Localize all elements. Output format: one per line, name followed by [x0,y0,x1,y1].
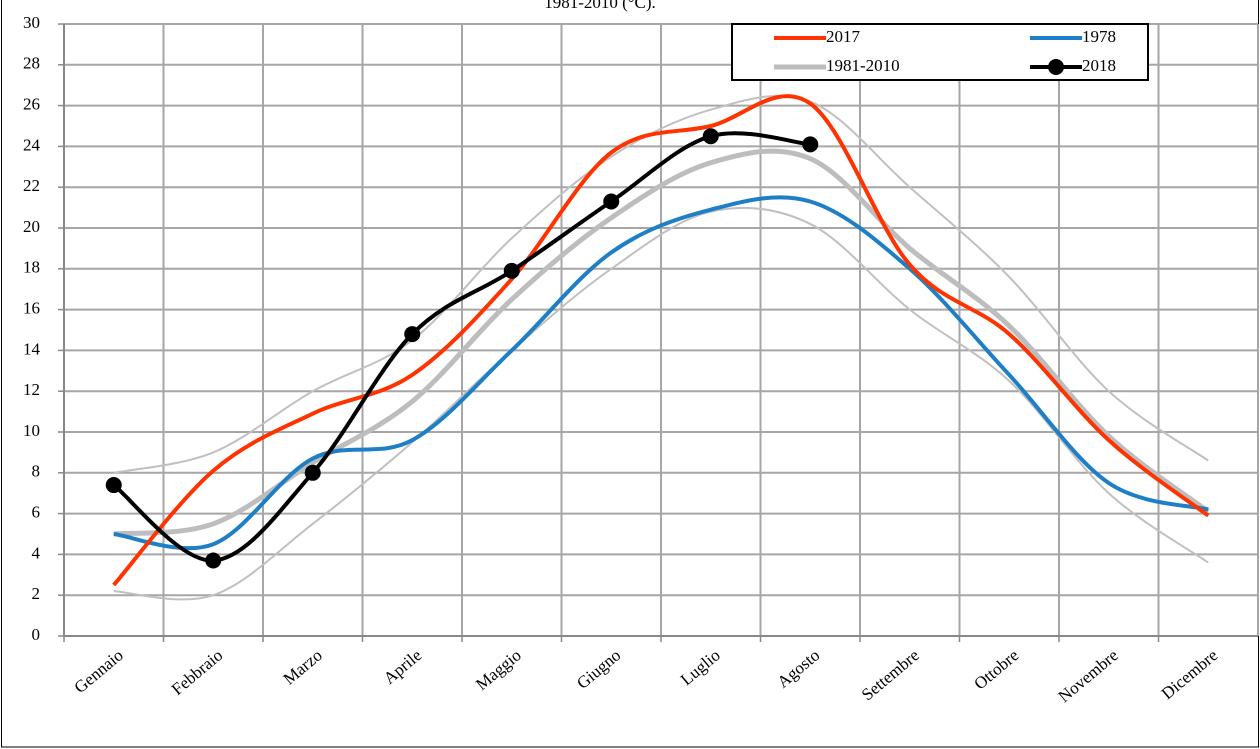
x-tick-label: Luglio [677,646,724,690]
legend-marker [1048,59,1064,75]
y-tick-label: 0 [32,625,41,644]
x-tick-label: Aprile [380,646,425,688]
legend-label: 2017 [826,27,861,46]
series-marker [503,262,520,279]
y-tick-label: 14 [23,339,41,358]
y-tick-label: 28 [23,54,40,73]
series-marker [205,552,222,569]
series-marker [304,464,321,481]
series-marker [404,326,421,343]
legend-label: 2018 [1082,56,1116,75]
y-tick-label: 10 [23,421,40,440]
x-tick-label: Giugno [573,646,624,693]
y-tick-label: 2 [32,584,41,603]
legend-label: 1981-2010 [826,56,900,75]
x-tick-label: Agosto [773,646,823,692]
series-marker [802,136,819,153]
x-tick-label: Settembre [858,646,923,705]
y-tick-label: 24 [23,135,41,154]
series-marker [105,477,122,494]
x-tick-label: Dicembre [1158,646,1222,704]
y-tick-label: 20 [23,217,40,236]
y-tick-label: 8 [32,462,41,481]
y-tick-label: 12 [23,380,40,399]
series-line [112,131,811,563]
series-line [113,195,1209,551]
y-tick-label: 22 [23,176,40,195]
series-marker [603,193,620,210]
y-tick-label: 16 [23,299,40,318]
x-tick-label: Marzo [280,646,326,689]
legend-label: 1978 [1082,27,1116,46]
x-tick-label: Maggio [472,646,525,695]
y-tick-label: 26 [23,95,40,114]
x-tick-label: Febbraio [168,646,227,699]
series-line [112,94,1210,587]
series-line [113,206,1209,601]
x-tick-label: Gennaio [70,646,126,698]
y-tick-label: 30 [23,13,40,32]
y-tick-label: 4 [32,543,41,562]
legend-box [731,23,1149,81]
series-line [113,94,1209,474]
y-tick-label: 18 [23,258,40,277]
y-tick-label: 6 [32,503,41,522]
x-tick-label: Novembre [1055,646,1122,707]
series-marker [702,128,719,145]
series-line [113,148,1210,537]
x-tick-label: Ottobre [970,646,1022,694]
chart-title: 1981-2010 (°C). [544,0,656,12]
